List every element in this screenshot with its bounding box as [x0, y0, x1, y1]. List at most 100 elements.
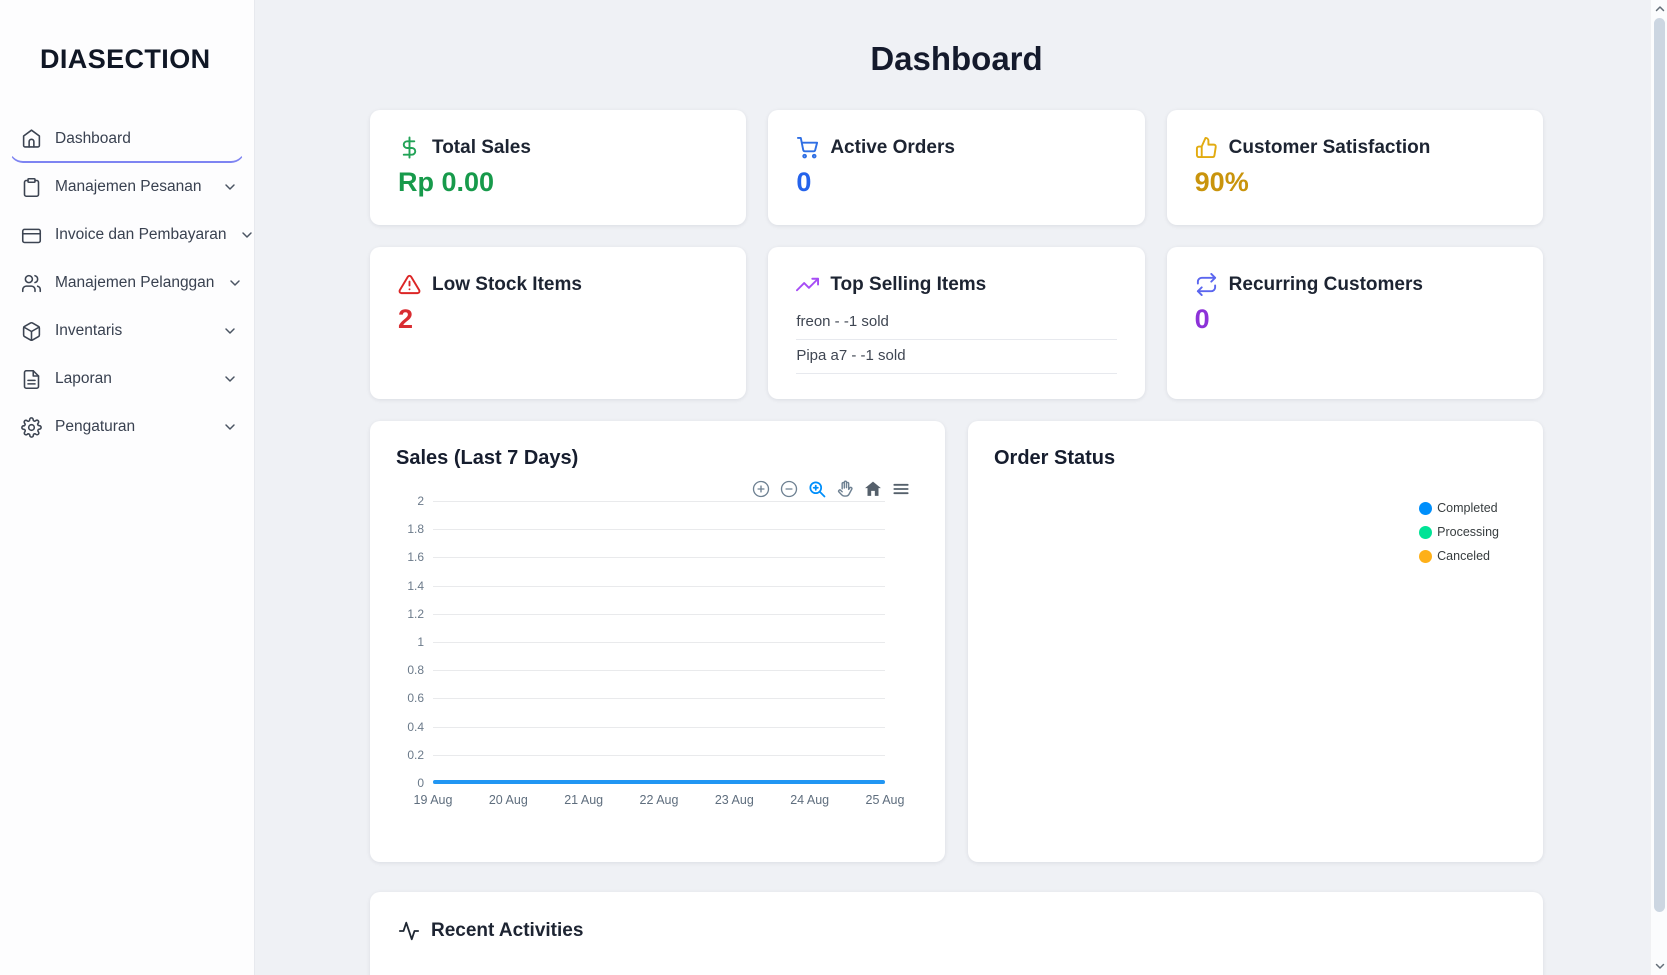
page-title: Dashboard: [870, 40, 1043, 77]
y-tick-label: 1: [417, 635, 424, 649]
recent-activities-title: Recent Activities: [431, 920, 584, 941]
y-tick-label: 2: [417, 494, 424, 508]
dollar-sign-icon: [398, 136, 421, 159]
x-tick-label: 19 Aug: [413, 793, 453, 807]
sales-chart-title: Sales (Last 7 Days): [396, 447, 579, 469]
page-scrollbar[interactable]: [1650, 0, 1667, 975]
legend-dot-icon: [1419, 501, 1433, 515]
sidebar-item-label: Manajemen Pesanan: [55, 178, 202, 195]
stat-title: Low Stock Items: [432, 273, 582, 295]
y-tick-label: 0.4: [407, 719, 424, 734]
legend-label: Processing: [1437, 525, 1499, 539]
list-item: freon - -1 sold: [796, 306, 1117, 340]
legend-item-completed[interactable]: Completed: [1419, 501, 1499, 515]
repeat-icon: [1195, 273, 1218, 296]
gridline: [433, 613, 885, 615]
sidebar-nav: Dashboard Manajemen Pesanan Invoice dan …: [0, 115, 254, 451]
chevron-down-icon: [227, 275, 243, 291]
file-text-icon: [21, 369, 42, 390]
pan-icon[interactable]: [835, 479, 855, 499]
sidebar-item-manajemen-pesanan[interactable]: Manajemen Pesanan: [9, 163, 245, 211]
sidebar-item-inventaris[interactable]: Inventaris: [9, 307, 245, 355]
active-orders-card: Active Orders 0: [768, 110, 1145, 225]
sidebar-item-label: Pengaturan: [55, 418, 136, 435]
thumbs-up-icon: [1195, 136, 1218, 159]
order-status-legend: Completed Processing Canceled: [1419, 501, 1499, 563]
legend-item-processing[interactable]: Processing: [1419, 525, 1499, 539]
x-tick-label: 23 Aug: [714, 793, 754, 807]
chevron-down-icon: [222, 179, 238, 195]
sales-x-axis: 19 Aug 20 Aug 21 Aug 22 Aug 23 Aug 24 Aug 25 A…: [414, 793, 905, 811]
zoom-out-icon[interactable]: [779, 479, 799, 499]
stat-title: Recurring Customers: [1228, 273, 1423, 295]
sidebar-item-invoice-dan-pembayaran[interactable]: Invoice dan Pembayaran: [9, 211, 253, 259]
x-tick-label: 22 Aug: [639, 793, 679, 807]
legend-dot-icon: [1419, 549, 1433, 563]
menu-icon[interactable]: [891, 479, 911, 499]
legend-label: Canceled: [1437, 549, 1490, 563]
selection-zoom-icon[interactable]: [807, 479, 827, 499]
y-tick-label: 0: [417, 776, 424, 790]
gridline: [433, 698, 885, 700]
customer-satisfaction-card: Customer Satisfaction 90%: [1166, 110, 1543, 225]
x-tick-label: 20 Aug: [488, 793, 528, 807]
order-status-card: Order Status Completed Processing Canceled: [968, 421, 1543, 862]
sidebar-item-manajemen-pelanggan[interactable]: Manajemen Pelanggan: [9, 259, 245, 307]
shopping-cart-icon: [796, 136, 819, 159]
y-tick-label: 0.2: [407, 747, 424, 762]
stat-title: Active Orders: [830, 136, 955, 158]
x-tick-label: 24 Aug: [790, 793, 830, 807]
activity-icon: [398, 920, 420, 942]
stat-title: Top Selling Items: [830, 273, 987, 295]
legend-label: Completed: [1437, 501, 1498, 515]
stat-title: Customer Satisfaction: [1228, 136, 1431, 158]
scroll-down-icon[interactable]: [1651, 959, 1667, 973]
stat-value: 0: [1194, 304, 1210, 334]
sidebar-item-label: Manajemen Pelanggan: [55, 274, 215, 291]
sales-series-line: [433, 780, 885, 784]
legend-item-canceled[interactable]: Canceled: [1419, 549, 1499, 563]
top-selling-items-card: Top Selling Items freon - -1 sold Pipa a…: [768, 247, 1145, 399]
charts-row: Sales (Last 7 Days): [370, 421, 1543, 862]
users-icon: [21, 273, 42, 294]
chart-toolbar: [751, 479, 911, 499]
x-tick-label: 21 Aug: [564, 793, 604, 807]
chevron-down-icon: [222, 323, 238, 339]
x-tick-label: 25 Aug: [865, 793, 905, 807]
sidebar-item-label: Dashboard: [55, 129, 131, 147]
low-stock-items-card: Low Stock Items 2: [370, 247, 747, 399]
stat-value: 2: [398, 304, 414, 334]
sales-plot[interactable]: [433, 501, 885, 784]
sales-y-axis: 2 1.8 1.6 1.4 1.2 1 0.8 0.6 0.4 0.2 0: [396, 494, 433, 790]
list-item: Pipa a7 - -1 sold: [796, 340, 1117, 374]
scroll-up-icon[interactable]: [1651, 2, 1667, 16]
sales-chart-card: Sales (Last 7 Days): [370, 421, 945, 862]
sidebar-item-label: Inventaris: [55, 322, 123, 339]
stats-grid: Total Sales Rp 0.00 Active Orders 0: [370, 110, 1543, 399]
gridline: [433, 726, 885, 728]
home-reset-icon[interactable]: [863, 479, 883, 499]
gear-icon: [21, 416, 42, 438]
trending-up-icon: [796, 273, 820, 296]
sidebar-item-laporan[interactable]: Laporan: [9, 355, 245, 403]
sidebar-item-pengaturan[interactable]: Pengaturan: [9, 403, 245, 451]
sales-chart: 2 1.8 1.6 1.4 1.2 1 0.8 0.6 0.4 0.2 0 19 Aug 20 Aug…: [396, 494, 905, 821]
gridline: [433, 670, 885, 672]
chevron-down-icon: [222, 371, 238, 387]
chevron-down-icon: [222, 419, 238, 435]
gridline: [433, 642, 885, 643]
scrollbar-thumb[interactable]: [1654, 18, 1665, 912]
sidebar-item-dashboard[interactable]: Dashboard: [9, 115, 245, 163]
gridline: [433, 501, 885, 502]
zoom-in-icon[interactable]: [751, 479, 771, 499]
legend-dot-icon: [1419, 525, 1433, 539]
stat-title: Total Sales: [432, 136, 531, 158]
app-logo: DIASECTION: [40, 44, 211, 74]
gridline: [433, 557, 885, 559]
stat-value: 90%: [1194, 167, 1249, 197]
gridline: [433, 585, 885, 587]
alert-triangle-icon: [398, 273, 421, 296]
credit-card-icon: [21, 225, 42, 246]
y-tick-label: 1.6: [407, 550, 424, 565]
